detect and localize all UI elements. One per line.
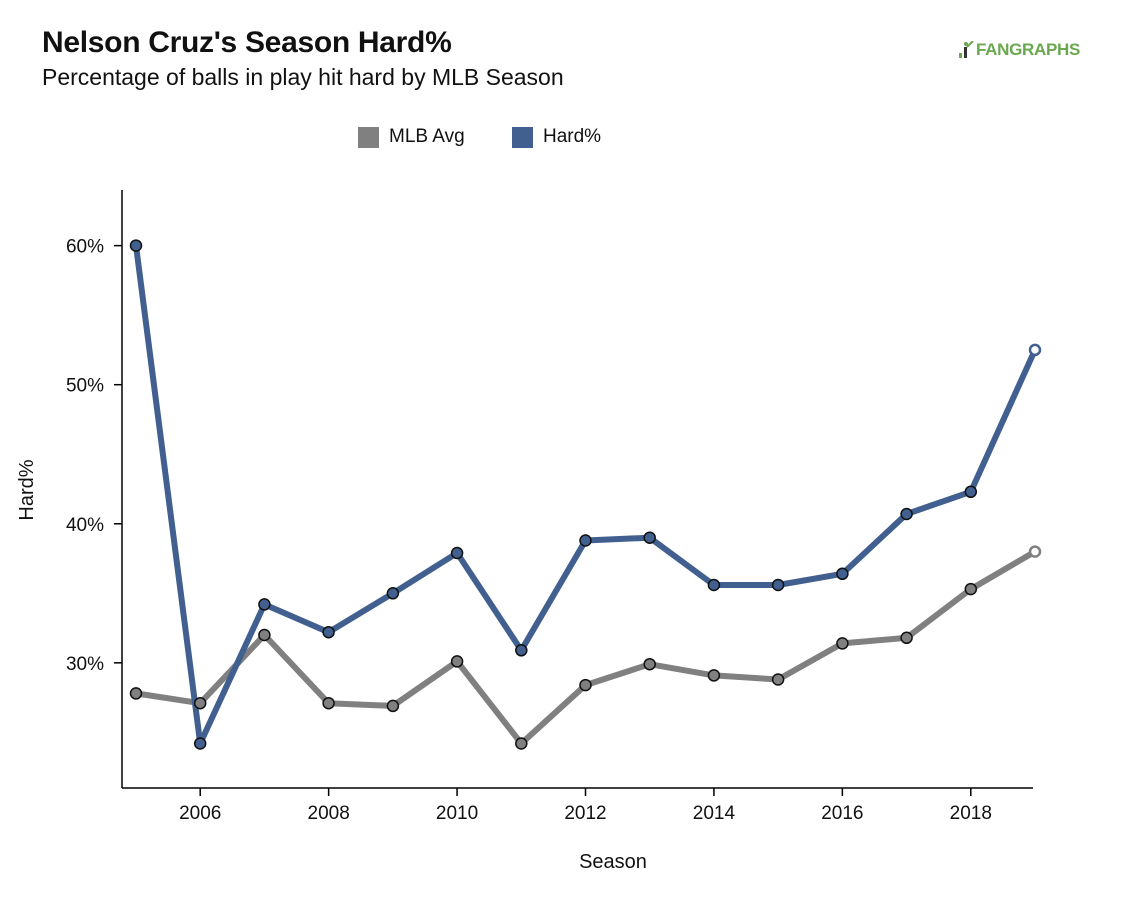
x-tick-label: 2014: [693, 803, 736, 824]
data-point-mlb-avg[interactable]: [322, 696, 335, 710]
data-point-hard[interactable]: [707, 578, 721, 592]
data-point-mlb-avg[interactable]: [386, 699, 400, 713]
data-point-hard[interactable]: [900, 507, 913, 521]
x-tick-label: 2008: [308, 803, 350, 824]
legend: MLB Avg Hard%: [0, 126, 1122, 152]
data-point-hard[interactable]: [258, 598, 271, 611]
y-axis-title: Hard%: [16, 459, 38, 520]
fangraphs-logo: FANGRAPHS: [958, 40, 1080, 60]
data-point-hard[interactable]: [1028, 343, 1042, 357]
x-tick-label: 2012: [564, 803, 606, 824]
y-tick-label: 30%: [66, 654, 104, 675]
data-point-hard[interactable]: [771, 578, 785, 592]
data-point-mlb-avg[interactable]: [450, 655, 464, 668]
data-point-mlb-avg[interactable]: [771, 673, 785, 686]
data-point-mlb-avg[interactable]: [579, 678, 592, 692]
y-tick-label: 50%: [66, 376, 104, 397]
x-tick-label: 2018: [950, 803, 992, 824]
data-point-mlb-avg[interactable]: [258, 628, 271, 642]
data-point-mlb-avg[interactable]: [193, 696, 207, 710]
logo-text: FANGRAPHS: [976, 40, 1081, 59]
y-tick-label: 60%: [66, 237, 104, 258]
x-tick-label: 2010: [436, 803, 478, 824]
data-point-mlb-avg[interactable]: [129, 687, 143, 700]
data-point-hard[interactable]: [322, 625, 335, 639]
legend-label-hard: Hard%: [543, 126, 602, 147]
batter-icon: [959, 41, 974, 58]
x-tick-label: 2016: [821, 803, 863, 824]
data-point-hard[interactable]: [643, 531, 656, 544]
data-point-hard[interactable]: [129, 239, 143, 252]
legend-item-mlb-avg[interactable]: MLB Avg: [358, 126, 465, 148]
data-point-mlb-avg[interactable]: [643, 657, 656, 671]
data-point-mlb-avg[interactable]: [900, 631, 913, 645]
data-point-mlb-avg[interactable]: [1028, 545, 1042, 558]
data-point-mlb-avg[interactable]: [836, 637, 849, 650]
x-axis-title: Season: [579, 851, 647, 873]
data-point-hard[interactable]: [836, 567, 849, 581]
series-line-hard: [133, 242, 1038, 747]
data-point-hard[interactable]: [450, 546, 464, 560]
series-line-mlb-avg: [133, 548, 1038, 747]
data-point-mlb-avg[interactable]: [515, 737, 528, 750]
data-point-hard[interactable]: [515, 644, 528, 657]
data-point-hard[interactable]: [579, 534, 592, 547]
chart-subtitle: Percentage of balls in play hit hard by …: [42, 64, 564, 90]
chart-title: Nelson Cruz's Season Hard%: [42, 26, 452, 59]
data-point-mlb-avg[interactable]: [707, 669, 721, 682]
data-point-hard[interactable]: [386, 587, 400, 600]
x-tick-label: 2006: [179, 803, 221, 824]
data-point-hard[interactable]: [193, 737, 207, 750]
legend-swatch-hard: [512, 126, 533, 148]
legend-swatch-mlb-avg: [358, 126, 379, 148]
y-tick-label: 40%: [66, 515, 104, 536]
legend-item-hard[interactable]: Hard%: [512, 126, 601, 148]
legend-label-mlb-avg: MLB Avg: [389, 126, 465, 147]
data-point-mlb-avg[interactable]: [964, 582, 978, 596]
data-point-hard[interactable]: [964, 485, 978, 499]
